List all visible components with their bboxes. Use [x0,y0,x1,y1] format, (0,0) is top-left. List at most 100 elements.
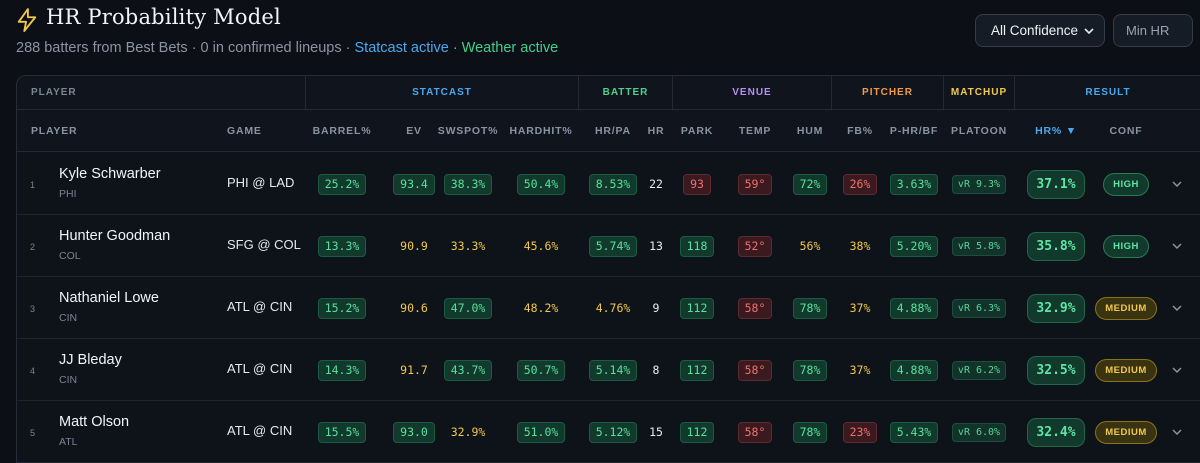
cell-barrel: 14.3% [306,339,378,401]
fb-value: 38% [849,239,871,253]
cell-temp: 58° [727,401,783,463]
chevron-down-icon[interactable] [1170,177,1184,191]
page-title: HR Probability Model [46,5,281,29]
hum-value: 78% [792,359,828,381]
chevron-down-icon[interactable] [1170,301,1184,315]
col-game[interactable]: GAME [227,125,262,137]
col-temp[interactable]: TEMP [738,125,772,137]
cell-park: 93 [673,153,721,215]
cell-temp: 52° [727,215,783,277]
cell-hrpa: 5.14% [585,339,641,401]
platoon-value: vR 6.2% [951,360,1007,380]
col-hum[interactable]: HUM [796,125,824,137]
park-value: 118 [679,235,715,257]
group-matchup: MATCHUP [944,76,1015,110]
fb-value: 23% [842,421,878,443]
player-name[interactable]: JJ Bleday [59,352,122,368]
table-row[interactable]: 1 Kyle Schwarber PHI PHI @ LAD 25.2% 93.4 38.3… [17,153,1200,215]
col-fb[interactable]: FB% [847,125,873,137]
col-park[interactable]: PARK [680,125,714,137]
barrel-value: 15.2% [317,297,367,319]
game-matchup: ATL @ CIN [227,423,293,438]
player-name[interactable]: Nathaniel Lowe [59,290,159,306]
barrel-value: 15.5% [317,421,367,443]
cell-hrpa: 5.74% [585,215,641,277]
cell-temp: 58° [727,339,783,401]
col-hr[interactable]: HR [647,125,665,137]
cell-hum: 78% [787,339,833,401]
chevron-down-icon[interactable] [1170,425,1184,439]
cell-hrpct: 32.4% [1021,401,1091,463]
col-conf[interactable]: CONF [1109,125,1143,137]
hr-probability-value: 32.5% [1027,355,1085,385]
table-row[interactable]: 3 Nathaniel Lowe CIN ATL @ CIN 15.2% 90.6 47.0… [17,277,1200,339]
col-swspot[interactable]: SWSPOT% [437,125,499,137]
park-value: 112 [679,297,715,319]
cell-swspot: 43.7% [433,339,503,401]
player-name[interactable]: Hunter Goodman [59,228,171,244]
cell-hr: 8 [641,339,671,401]
temp-value: 58° [737,297,773,319]
temp-value: 59° [737,173,773,195]
confidence-select[interactable]: All Confidence [975,14,1105,47]
cell-swspot: 33.3% [433,215,503,277]
hr-value: 22 [649,177,663,191]
cell-park: 112 [673,339,721,401]
phrbf-value: 3.63% [889,173,939,195]
table-row[interactable]: 2 Hunter Goodman COL SFG @ COL 13.3% 90.9 33.3… [17,215,1200,277]
hr-value: 8 [652,363,660,377]
player-name[interactable]: Matt Olson [59,414,130,430]
ev-value: 91.7 [400,363,428,377]
column-header-row: PLAYER GAME BARREL% EV SWSPOT% HARDHIT% … [17,110,1200,152]
min-hr-input[interactable]: Min HR [1113,14,1193,47]
park-value: 112 [679,421,715,443]
row-rank: 2 [30,242,36,252]
hardhit-value: 50.4% [516,173,566,195]
col-barrel[interactable]: BARREL% [312,125,372,137]
hr-value: 15 [649,425,663,439]
col-hrpa[interactable]: HR/PA [595,125,631,137]
phrbf-value: 4.88% [889,359,939,381]
cell-park: 112 [673,401,721,463]
cell-conf: MEDIUM [1095,401,1157,463]
table-row[interactable]: 5 Matt Olson ATL ATL @ CIN 15.5% 93.0 32.9% 51.… [17,401,1200,463]
player-team: ATL [59,436,78,448]
cell-temp: 59° [727,153,783,215]
cell-hum: 72% [787,153,833,215]
player-team: PHI [59,188,77,200]
col-phrbf[interactable]: P-HR/BF [889,125,939,137]
cell-hardhit: 45.6% [503,215,579,277]
cell-hardhit: 50.7% [503,339,579,401]
hum-value: 78% [792,421,828,443]
temp-value: 52° [737,235,773,257]
phrbf-value: 4.88% [889,297,939,319]
platoon-value: vR 6.0% [951,422,1007,442]
cell-ev: 91.7 [381,339,447,401]
ev-value: 90.9 [400,239,428,253]
hardhit-value: 48.2% [523,301,559,315]
cell-ev: 93.0 [381,401,447,463]
chevron-down-icon[interactable] [1170,239,1184,253]
table-row[interactable]: 4 JJ Bleday CIN ATL @ CIN 14.3% 91.7 43.7% 50.7… [17,339,1200,401]
col-hrpct[interactable]: HR% ▼ [1035,125,1077,137]
cell-hrpct: 35.8% [1021,215,1091,277]
col-ev[interactable]: EV [406,125,422,137]
hardhit-value: 50.7% [516,359,566,381]
player-name[interactable]: Kyle Schwarber [59,166,161,182]
row-rank: 5 [30,428,36,438]
hr-probability-table: PLAYER STATCAST BATTER VENUE PITCHER MAT… [16,75,1200,463]
chevron-down-icon[interactable] [1170,363,1184,377]
chevron-down-icon [1084,28,1094,35]
cell-ev: 90.6 [381,277,447,339]
batter-summary: 288 batters from Best Bets · 0 in confir… [16,40,351,56]
cell-phrbf: 3.63% [883,153,945,215]
col-player[interactable]: PLAYER [31,125,78,137]
col-hardhit[interactable]: HARDHIT% [509,125,573,137]
cell-hum: 78% [787,277,833,339]
page-subtitle: 288 batters from Best Bets · 0 in confir… [16,40,558,56]
ev-value: 93.4 [393,173,435,195]
fb-value: 37% [849,301,871,315]
col-platoon[interactable]: PLATOON [951,125,1007,137]
cell-barrel: 13.3% [306,215,378,277]
hardhit-value: 51.0% [516,421,566,443]
